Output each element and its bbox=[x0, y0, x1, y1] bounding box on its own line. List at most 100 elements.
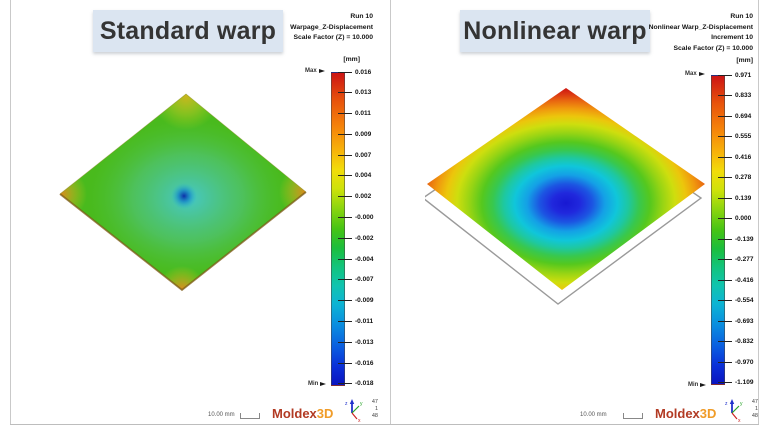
min-arrow-icon bbox=[320, 382, 327, 386]
scale-ruler-label: 10.00 mm bbox=[208, 412, 235, 418]
header-scale-factor: Scale Factor (Z) = 10.000 bbox=[293, 34, 373, 41]
tick-mark bbox=[718, 136, 732, 138]
tick-mark bbox=[718, 156, 732, 158]
colorbar-value: -0.018 bbox=[355, 380, 374, 388]
tick-mark bbox=[718, 197, 732, 199]
colorbar-max-marker: Max bbox=[305, 68, 325, 74]
frame-border-bottom bbox=[10, 424, 759, 425]
frame-border-right bbox=[758, 0, 759, 424]
svg-text:x: x bbox=[358, 418, 361, 423]
colorbar-value: -0.554 bbox=[735, 297, 754, 305]
tick-mark bbox=[718, 238, 732, 240]
colorbar-tick: -0.002 bbox=[338, 234, 374, 242]
header-result-type: Nonlinear Warp_Z-Displacement bbox=[648, 23, 753, 31]
tick-mark bbox=[718, 218, 732, 220]
colorbar-value: 0.004 bbox=[355, 172, 372, 180]
colorbar-value: -0.000 bbox=[355, 214, 374, 222]
svg-text:z: z bbox=[345, 401, 348, 407]
colorbar-value: -0.013 bbox=[355, 338, 374, 346]
colorbar-tick: 0.694 bbox=[718, 112, 753, 120]
colorbar-standard bbox=[331, 72, 345, 386]
colorbar-tick: -0.554 bbox=[718, 297, 754, 305]
colorbar-value: -0.002 bbox=[355, 234, 374, 242]
colorbar-tick: 0.016 bbox=[338, 68, 373, 76]
colorbar-tick: -0.000 bbox=[338, 214, 374, 222]
frame-counter: 47 1 48 bbox=[751, 399, 758, 419]
tick-mark bbox=[718, 320, 732, 322]
colorbar-ticks-nonlinear: 0.971 0.833 0.694 0.555 0.416 0.278 0.13… bbox=[718, 72, 753, 386]
unit-label: [mm] bbox=[343, 56, 360, 63]
colorbar-tick: 0.833 bbox=[718, 92, 753, 100]
colorbar-tick: -0.018 bbox=[338, 380, 374, 388]
tick-mark bbox=[718, 341, 732, 343]
tick-mark bbox=[718, 259, 732, 261]
tick-mark bbox=[718, 74, 732, 76]
colorbar-value: 0.971 bbox=[735, 71, 752, 79]
colorbar-value: -0.004 bbox=[355, 255, 374, 263]
colorbar-tick: -0.007 bbox=[338, 276, 374, 284]
colorbar-tick: 0.013 bbox=[338, 89, 373, 97]
frame-counter: 47 1 48 bbox=[371, 399, 378, 419]
tick-mark bbox=[718, 177, 732, 179]
tick-mark bbox=[338, 279, 352, 281]
tick-mark bbox=[338, 237, 352, 239]
colorbar-tick: -0.693 bbox=[718, 318, 753, 325]
colorbar-value: -0.007 bbox=[355, 276, 374, 284]
plate-surface bbox=[427, 88, 705, 290]
tick-mark bbox=[338, 92, 352, 94]
colorbar-value: -0.970 bbox=[735, 358, 754, 366]
tick-mark bbox=[338, 383, 352, 385]
min-arrow-icon bbox=[700, 383, 707, 387]
colorbar-max-marker: Max bbox=[685, 71, 705, 77]
colorbar-tick: -0.970 bbox=[718, 358, 754, 366]
colorbar-value: 0.013 bbox=[355, 89, 372, 97]
colorbar-tick: -0.832 bbox=[718, 338, 754, 346]
tick-mark bbox=[338, 341, 352, 343]
header-run: Run 10 bbox=[350, 13, 373, 20]
header-scale-factor: Scale Factor (Z) = 10.000 bbox=[673, 44, 753, 52]
colorbar-value: 0.694 bbox=[735, 112, 752, 120]
tick-mark bbox=[338, 217, 352, 219]
result-header-standard: Run 10 Warpage_Z-Displacement Scale Fact… bbox=[290, 12, 373, 44]
colorbar-tick: -0.013 bbox=[338, 338, 374, 346]
tick-mark bbox=[718, 279, 732, 281]
result-header-nonlinear: Run 10 Nonlinear Warp_Z-Displacement Inc… bbox=[649, 12, 753, 54]
colorbar-tick: -0.277 bbox=[718, 256, 753, 263]
plate-thickness-edge bbox=[59, 191, 307, 292]
svg-text:y: y bbox=[360, 401, 363, 407]
colorbar-value: -0.011 bbox=[355, 318, 374, 326]
colorbar-value: 0.833 bbox=[735, 92, 752, 100]
colorbar-value: -0.832 bbox=[735, 338, 754, 346]
header-result-type: Warpage_Z-Displacement bbox=[290, 23, 373, 31]
colorbar-value: 0.555 bbox=[735, 133, 752, 141]
colorbar-min-marker: Min bbox=[688, 382, 707, 388]
tick-mark bbox=[718, 361, 732, 363]
colorbar-value: 0.016 bbox=[355, 68, 372, 76]
panel-title-nonlinear: Nonlinear warp bbox=[460, 10, 650, 52]
colorbar-value: 0.007 bbox=[355, 151, 372, 159]
colorbar-value: 0.000 bbox=[735, 215, 752, 223]
colorbar-tick: -0.004 bbox=[338, 255, 374, 263]
header-increment: Increment 10 bbox=[711, 34, 753, 41]
colorbar-tick: 0.002 bbox=[338, 193, 373, 200]
tick-mark bbox=[338, 258, 352, 260]
svg-text:z: z bbox=[725, 401, 728, 407]
tick-mark bbox=[338, 321, 352, 323]
tick-mark bbox=[718, 95, 732, 97]
colorbar-tick: 0.278 bbox=[718, 174, 753, 181]
colorbar-value: -0.139 bbox=[735, 235, 754, 243]
scale-ruler-icon bbox=[623, 413, 643, 419]
scale-ruler-label: 10.00 mm bbox=[580, 412, 607, 418]
colorbar-tick: -0.139 bbox=[718, 235, 754, 243]
colorbar-tick: 0.011 bbox=[338, 110, 373, 117]
svg-text:x: x bbox=[738, 418, 741, 423]
warp-plate-nonlinear bbox=[425, 88, 705, 305]
colorbar-value: -0.009 bbox=[355, 297, 374, 305]
tick-mark bbox=[338, 300, 352, 302]
tick-mark bbox=[718, 300, 732, 302]
moldex3d-logo: Moldex3D bbox=[655, 406, 717, 421]
colorbar-tick: 0.007 bbox=[338, 151, 373, 159]
tick-mark bbox=[718, 115, 732, 117]
tick-mark bbox=[338, 175, 352, 177]
colorbar-value: 0.009 bbox=[355, 130, 372, 138]
